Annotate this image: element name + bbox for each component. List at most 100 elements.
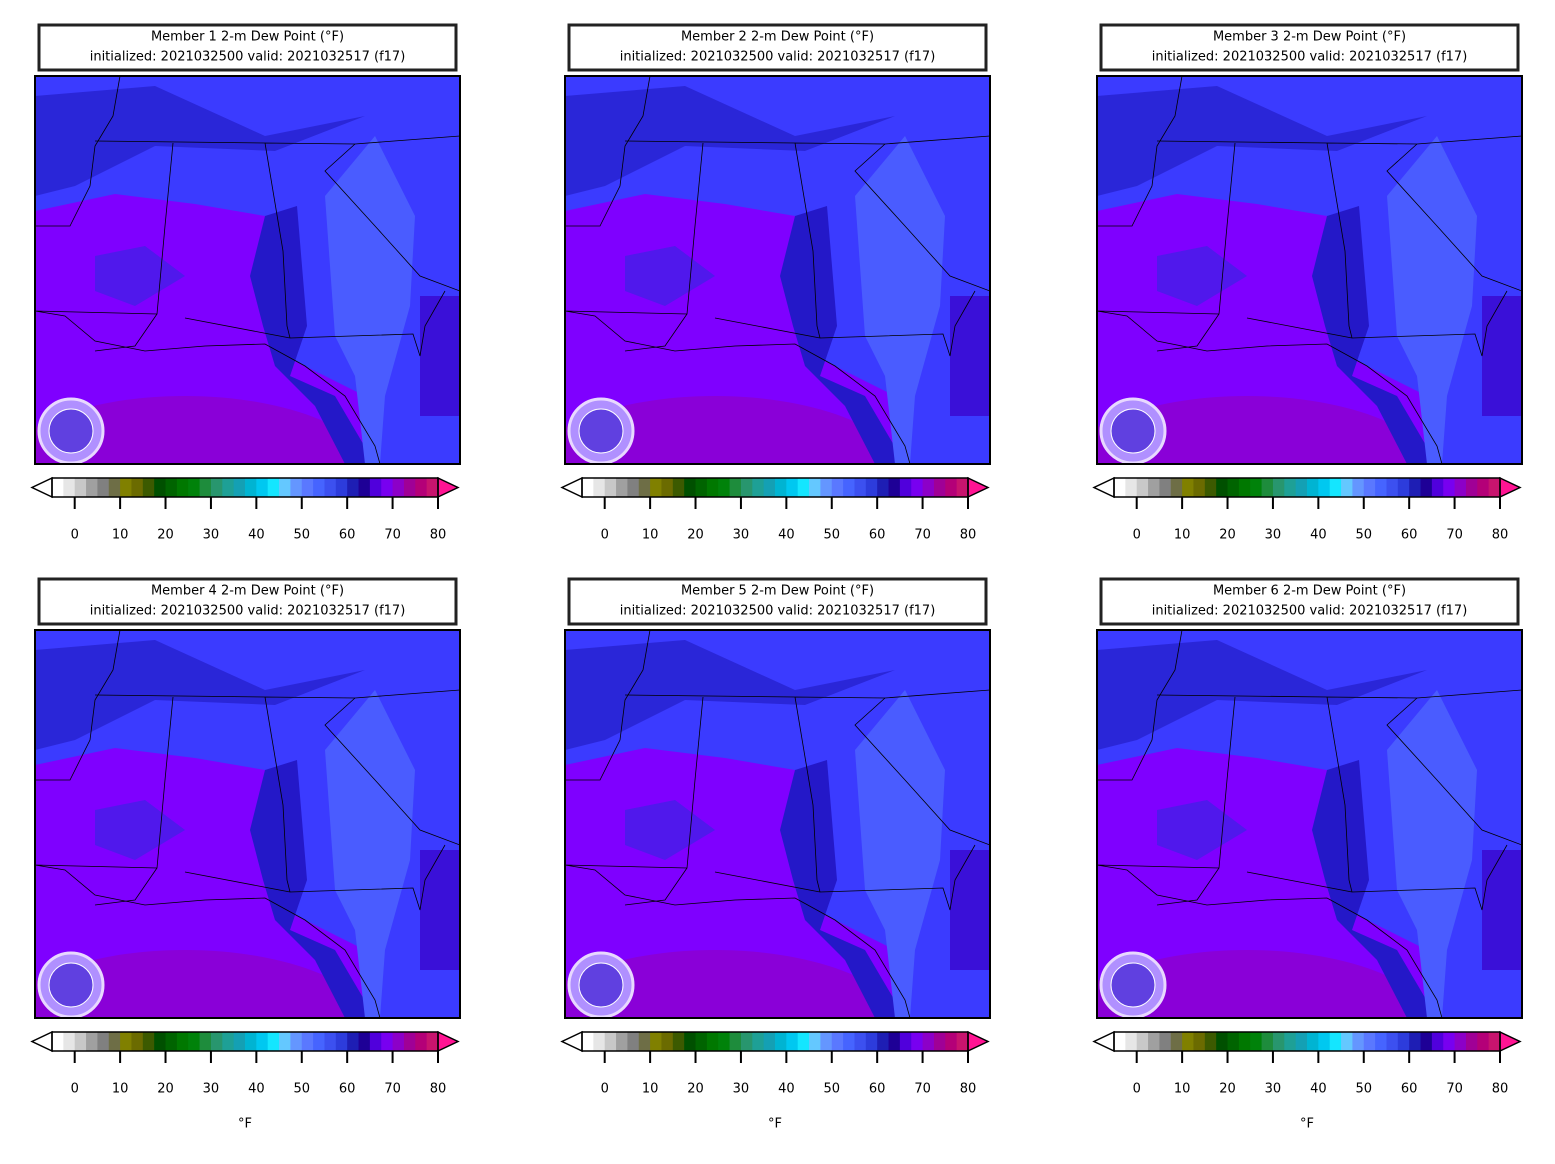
colorbar-segment — [650, 1032, 662, 1051]
colorbar-segment — [1284, 1032, 1297, 1051]
colorbar-tick-label: 60 — [339, 1082, 356, 1097]
colorbar-segment — [176, 478, 189, 497]
colorbar-segment — [706, 1032, 719, 1051]
colorbar-tick-label: 0 — [71, 528, 79, 543]
colorbar-segment — [695, 1032, 708, 1051]
colorbar-segment — [616, 1032, 628, 1051]
colorbar-segment — [1284, 478, 1297, 497]
panel-subtitle: initialized: 2021032500 valid: 202103251… — [90, 604, 406, 619]
field-dark — [250, 760, 375, 1018]
colorbar-segment — [267, 1032, 280, 1051]
noaa-logo-inner — [48, 962, 94, 1008]
colorbar-segment — [154, 1032, 167, 1051]
colorbar-segment — [392, 1032, 405, 1051]
colorbar-segment — [210, 1032, 223, 1051]
noaa-logo-inner — [578, 962, 624, 1008]
colorbar-segment — [199, 1032, 212, 1051]
colorbar-tick-label: 20 — [1219, 528, 1236, 543]
colorbar-tick-label: 30 — [1265, 1082, 1282, 1097]
panel-subtitle: initialized: 2021032500 valid: 202103251… — [90, 50, 406, 65]
colorbar-tick-label: 50 — [1355, 528, 1372, 543]
colorbar-segment — [131, 478, 144, 497]
colorbar-segment — [831, 478, 844, 497]
colorbar-tick-label: 60 — [869, 528, 886, 543]
colorbar-segment — [97, 478, 110, 497]
colorbar-tick-label: 40 — [248, 1082, 265, 1097]
map-frame — [34, 75, 461, 465]
colorbar-tick-label: 60 — [339, 528, 356, 543]
colorbar-tick-label: 30 — [733, 528, 750, 543]
colorbar-segment — [1295, 1032, 1308, 1051]
colorbar-over — [967, 476, 990, 499]
title-box — [567, 23, 988, 72]
colorbar-segment — [1341, 1032, 1353, 1051]
field-purple — [1157, 800, 1247, 860]
colorbar-segment — [392, 478, 405, 497]
colorbar-frame — [51, 1031, 439, 1052]
colorbar-over — [1499, 476, 1522, 499]
colorbar-tick-label: 50 — [293, 528, 310, 543]
colorbar-segment — [945, 1032, 958, 1051]
colorbar-segment — [233, 1032, 246, 1051]
noaa-logo-inner — [48, 408, 94, 454]
field-purple — [625, 246, 715, 306]
colorbar-segment — [1272, 478, 1285, 497]
gulf-field — [35, 950, 373, 1018]
colorbar-segment — [820, 1032, 833, 1051]
panel-title: Member 5 2-m Dew Point (°F) — [681, 584, 874, 599]
colorbar-segment — [324, 478, 337, 497]
colorbar-segment — [1216, 478, 1229, 497]
colorbar-tick-label: 70 — [384, 1082, 401, 1097]
colorbar-segment — [1465, 1032, 1478, 1051]
colorbar-segment — [672, 1032, 685, 1051]
colorbar-tick-label: 10 — [642, 1082, 659, 1097]
colorbar-segment — [661, 478, 674, 497]
colorbar-segment — [1318, 478, 1331, 497]
colorbar-segment — [865, 478, 878, 497]
colorbar-segment — [1409, 478, 1422, 497]
colorbar-segment — [52, 478, 64, 497]
colorbar-segment — [718, 478, 731, 497]
colorbar-segment — [650, 478, 662, 497]
colorbar-under — [1092, 476, 1115, 499]
colorbar-segment — [775, 478, 787, 497]
colorbar-segment — [877, 1032, 890, 1051]
panel-title: Member 1 2-m Dew Point (°F) — [151, 30, 344, 45]
colorbar-segment — [426, 1032, 439, 1051]
colorbar-segment — [729, 1032, 742, 1051]
ocean-east — [1482, 296, 1522, 416]
colorbar-segment — [256, 478, 269, 497]
colorbar-segment — [369, 478, 382, 497]
map-frame — [564, 75, 991, 465]
colorbar-tick-label: 30 — [203, 1082, 220, 1097]
field-dark — [780, 760, 905, 1018]
colorbar-over — [437, 476, 460, 499]
colorbar-segment — [313, 1032, 325, 1051]
colorbar-segment — [131, 1032, 144, 1051]
colorbar-segment — [797, 478, 810, 497]
colorbar-segment — [1295, 478, 1308, 497]
colorbar-segment — [627, 478, 640, 497]
colorbar-segment — [877, 478, 890, 497]
colorbar-tick-label: 40 — [248, 528, 265, 543]
colorbar-segment — [403, 1032, 416, 1051]
colorbar-tick-label: 10 — [112, 1082, 129, 1097]
colorbar-label: °F — [238, 1117, 252, 1132]
colorbar-segment — [854, 478, 867, 497]
colorbar-segment — [638, 1032, 651, 1051]
colorbar-tick-label: 10 — [112, 528, 129, 543]
colorbar-segment — [358, 1032, 371, 1051]
colorbar-segment — [1477, 478, 1490, 497]
colorbar-segment — [1159, 1032, 1172, 1051]
title-box — [37, 23, 458, 72]
field-dark — [250, 206, 375, 464]
colorbar-label: °F — [1300, 1117, 1314, 1132]
colorbar-segment — [1125, 1032, 1138, 1051]
colorbar-segment — [1159, 478, 1172, 497]
colorbar-segment — [222, 1032, 235, 1051]
colorbar-segment — [279, 478, 291, 497]
colorbar-segment — [1397, 478, 1410, 497]
colorbar-segment — [1454, 1032, 1467, 1051]
colorbar-over — [437, 1030, 460, 1053]
